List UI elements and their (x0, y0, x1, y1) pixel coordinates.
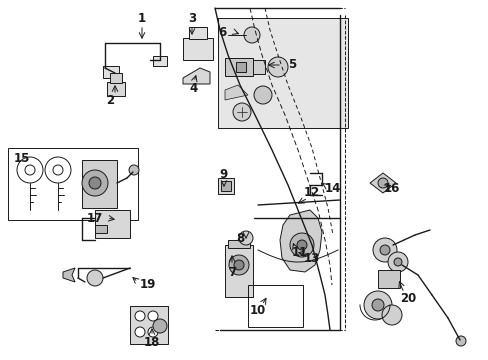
Bar (218, 18, 347, 128)
Text: 15: 15 (14, 152, 30, 165)
Text: 13: 13 (303, 252, 320, 265)
Circle shape (244, 27, 260, 43)
Polygon shape (369, 173, 395, 193)
Bar (107, 82, 125, 96)
Text: 18: 18 (143, 336, 160, 348)
Text: 11: 11 (291, 246, 307, 258)
Bar (82, 160, 117, 208)
Bar (224, 245, 252, 297)
Bar (224, 58, 252, 76)
Circle shape (455, 336, 465, 346)
Bar (183, 38, 213, 60)
Circle shape (387, 252, 407, 272)
Text: 9: 9 (220, 168, 228, 181)
Bar (103, 66, 119, 78)
Circle shape (148, 311, 158, 321)
Circle shape (82, 170, 108, 196)
Bar (189, 27, 206, 39)
Circle shape (135, 311, 145, 321)
Circle shape (267, 57, 287, 77)
Bar (95, 225, 107, 233)
Polygon shape (280, 210, 321, 272)
Polygon shape (183, 68, 209, 84)
Bar (247, 285, 303, 327)
Circle shape (153, 319, 167, 333)
Bar (153, 56, 167, 66)
Text: 3: 3 (187, 12, 196, 24)
Circle shape (377, 178, 387, 188)
Circle shape (135, 327, 145, 337)
Polygon shape (224, 85, 247, 100)
Bar (227, 240, 249, 248)
Bar (8, 148, 138, 220)
Text: 19: 19 (140, 279, 156, 292)
Circle shape (381, 305, 401, 325)
Circle shape (379, 245, 389, 255)
Circle shape (228, 255, 248, 275)
Text: 8: 8 (235, 231, 244, 244)
Circle shape (253, 86, 271, 104)
Text: 6: 6 (218, 26, 225, 39)
Text: 16: 16 (383, 181, 399, 194)
Text: 17: 17 (87, 211, 103, 225)
Text: 2: 2 (106, 94, 114, 107)
Circle shape (148, 327, 158, 337)
Bar (218, 178, 234, 194)
Text: 5: 5 (287, 58, 296, 72)
Text: 10: 10 (249, 303, 265, 316)
Circle shape (289, 233, 313, 257)
Bar (252, 60, 264, 74)
Circle shape (239, 231, 252, 245)
Circle shape (371, 299, 383, 311)
Polygon shape (63, 268, 75, 282)
Circle shape (393, 258, 401, 266)
Bar (236, 62, 245, 72)
Text: 12: 12 (303, 185, 320, 198)
Text: 1: 1 (138, 12, 146, 24)
Text: 14: 14 (324, 181, 341, 194)
Text: 20: 20 (399, 292, 415, 305)
Text: 4: 4 (189, 81, 198, 94)
Circle shape (372, 238, 396, 262)
Bar (130, 306, 168, 344)
Circle shape (129, 165, 139, 175)
Circle shape (296, 240, 306, 250)
Text: 7: 7 (227, 266, 236, 279)
Circle shape (232, 103, 250, 121)
Bar (377, 270, 399, 288)
Bar (110, 73, 122, 83)
Bar (95, 210, 130, 238)
Circle shape (87, 270, 103, 286)
Circle shape (363, 291, 391, 319)
Circle shape (234, 260, 244, 270)
Bar (221, 181, 230, 191)
Circle shape (89, 177, 101, 189)
